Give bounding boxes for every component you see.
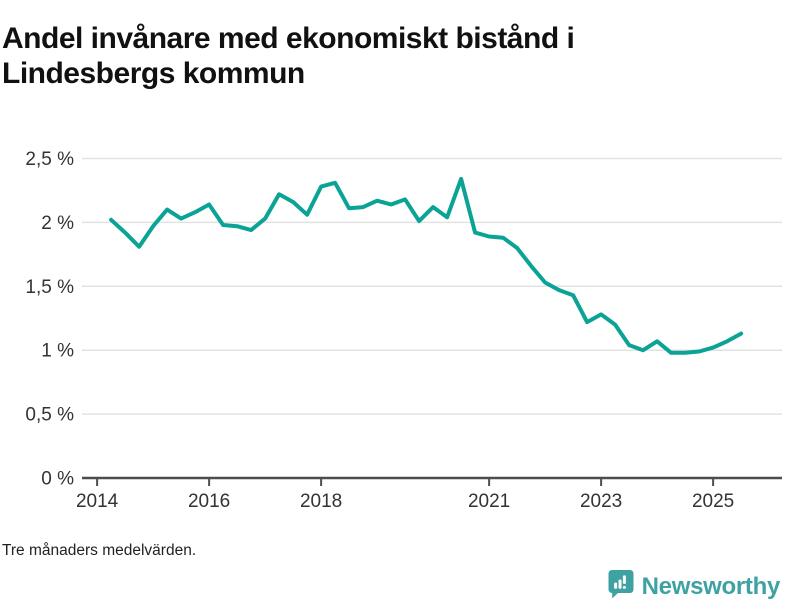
y-axis-label: 2 % [41,213,74,234]
x-axis-label: 2025 [692,491,734,512]
newsworthy-speech-bubble-bar-chart-icon [607,569,635,604]
x-axis-label: 2023 [580,491,622,512]
x-axis-label: 2018 [300,491,342,512]
y-axis-label: 1,5 % [25,277,74,298]
exclamation-dot [622,586,626,589]
chart-footnote: Tre månaders medelvärden. [2,542,197,559]
x-axis-label: 2021 [468,491,510,512]
x-axis-label: 2014 [76,491,119,512]
y-axis-label: 0 % [41,469,74,490]
data-line [109,176,744,355]
y-axis-label: 2,5 % [25,149,74,170]
page-title: Andel invånare med ekonomiskt bistånd i … [2,22,575,90]
exclamation-bar [622,575,626,584]
bar-1 [613,582,617,589]
y-axis-label: 0,5 % [25,405,74,426]
newsworthy-wordmark: Newsworthy [641,572,781,600]
x-axis-label: 2016 [188,491,230,512]
newsworthy-logo[interactable]: Newsworthy [607,569,780,604]
y-axis-label: 1 % [41,341,74,362]
bar-2 [618,579,622,589]
